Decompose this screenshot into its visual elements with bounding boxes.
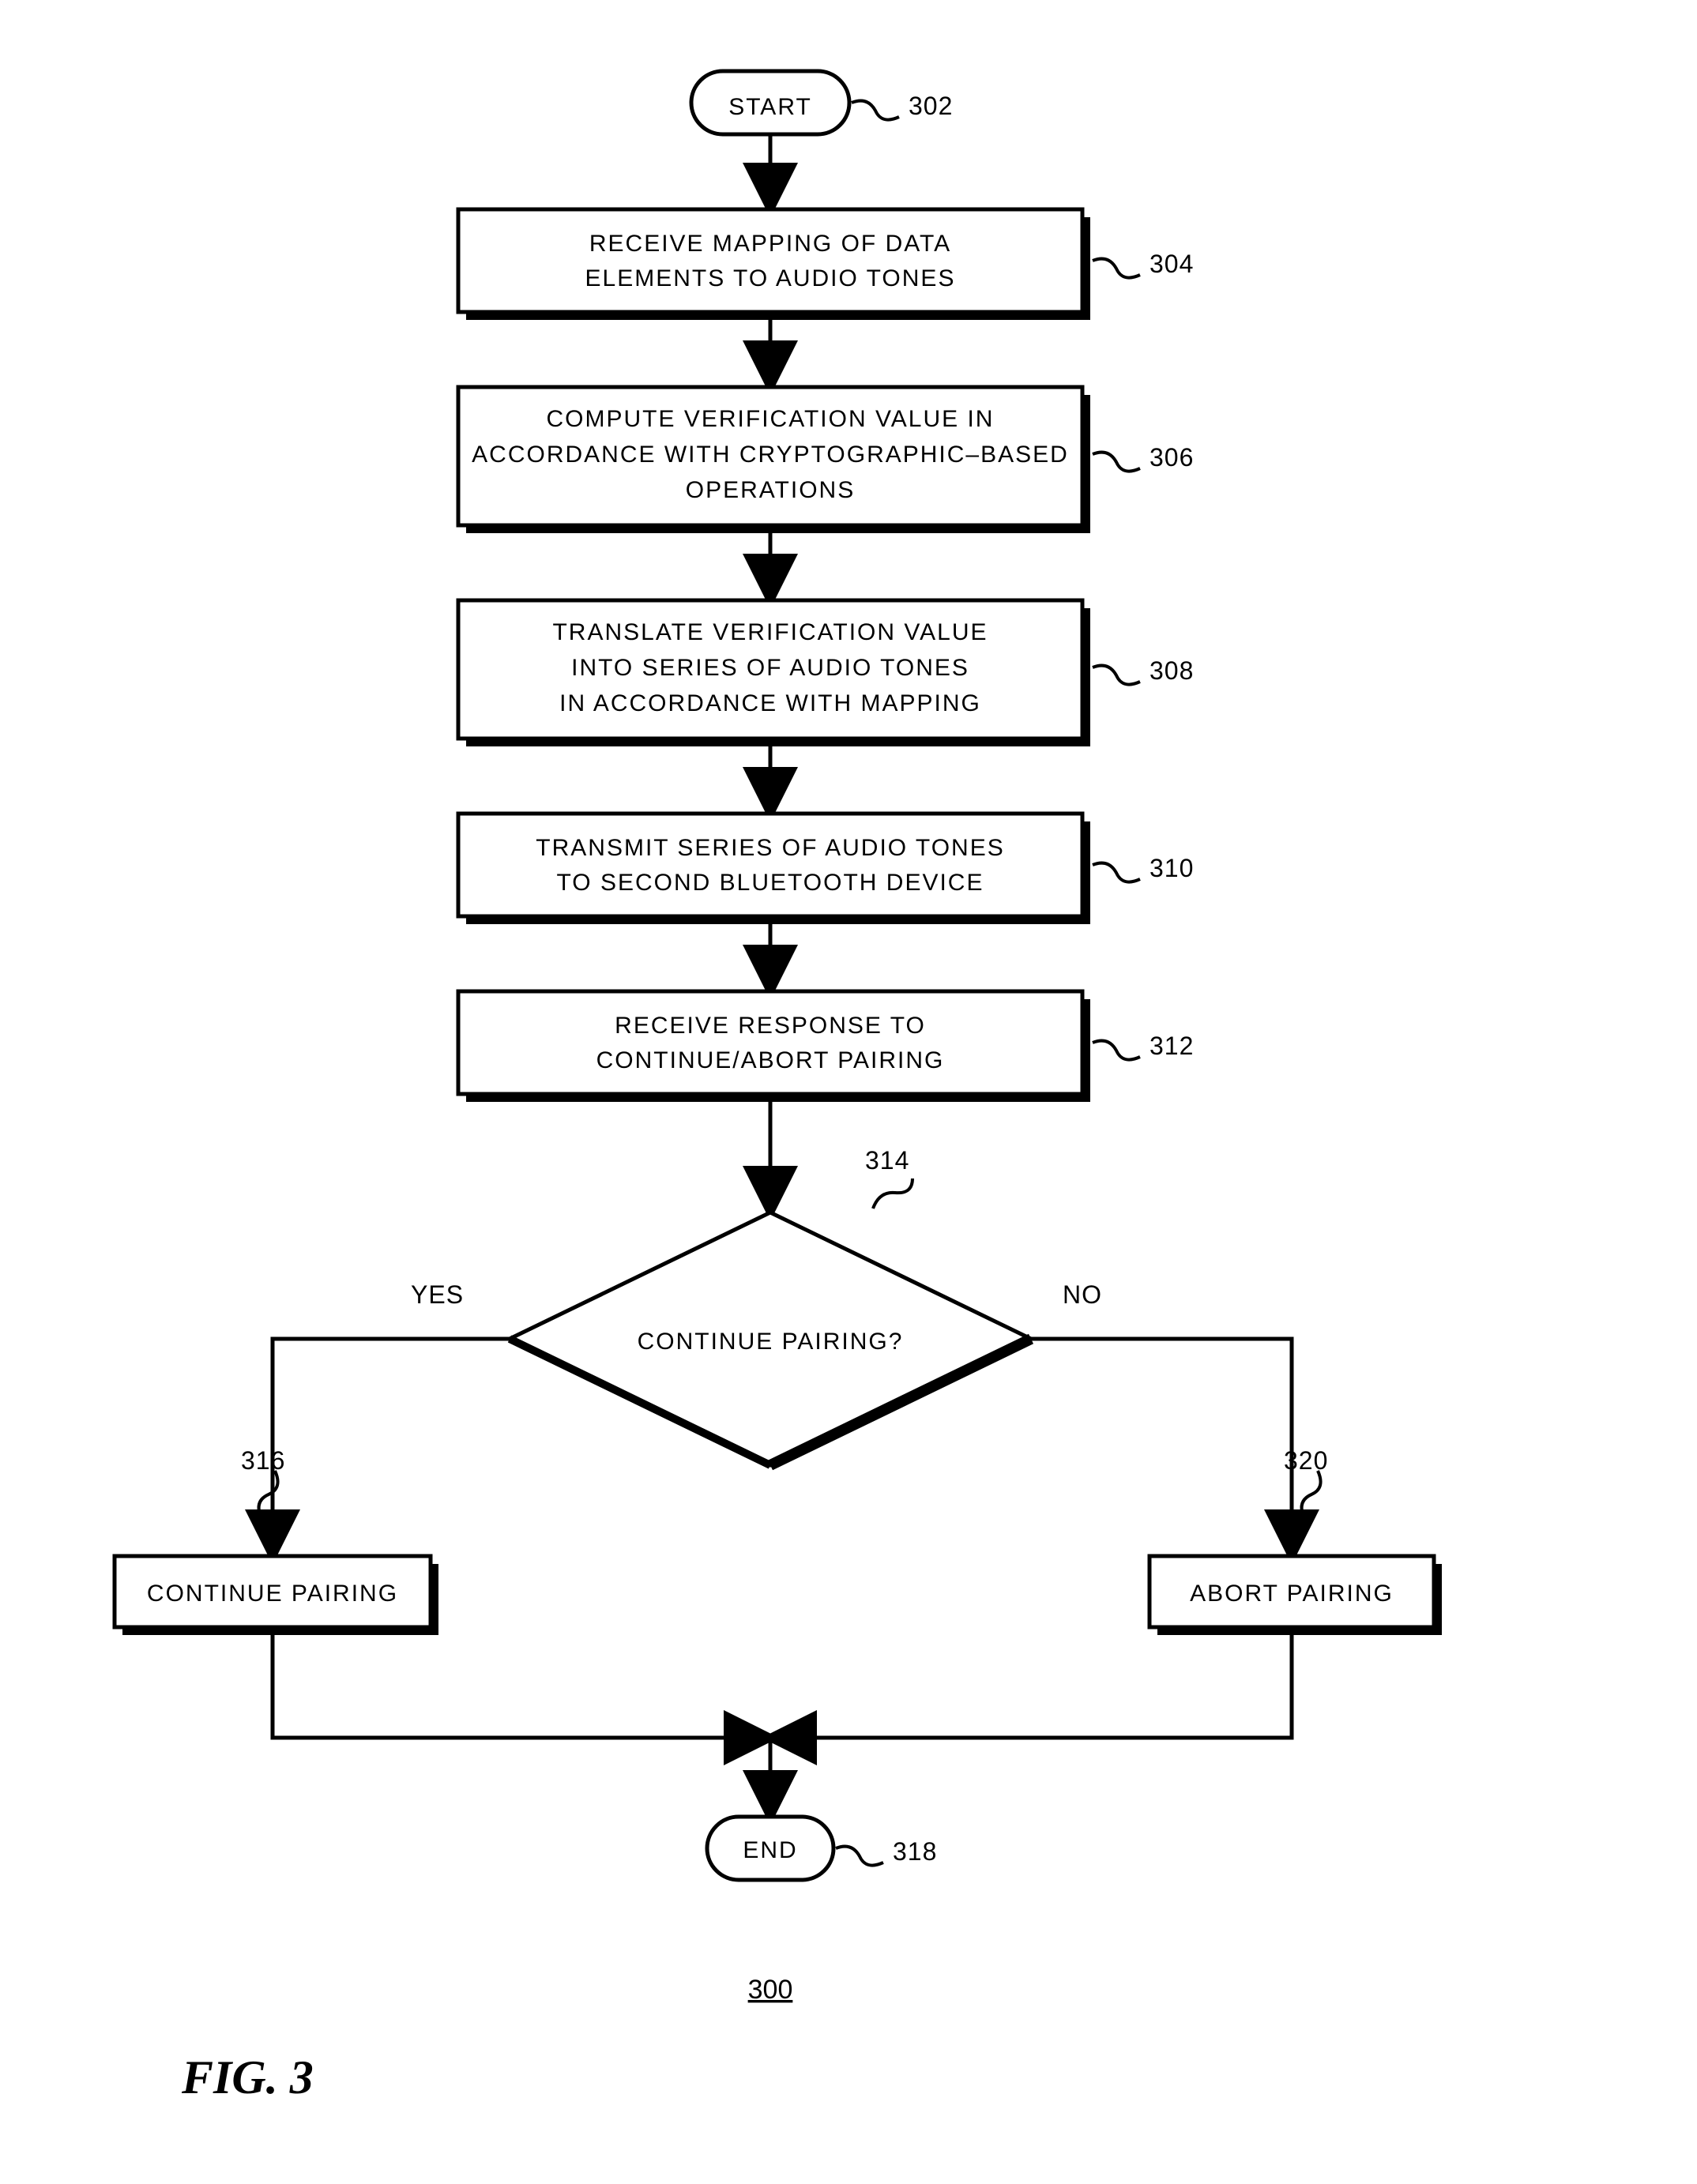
process-320: ABORT PAIRING [1150, 1556, 1442, 1635]
ref-318: 318 [893, 1837, 937, 1866]
process-316: CONTINUE PAIRING [115, 1556, 438, 1635]
ref-connector [1093, 453, 1140, 472]
text-line: TRANSMIT SERIES OF AUDIO TONES [536, 835, 1004, 861]
process-310: TRANSMIT SERIES OF AUDIO TONES TO SECOND… [458, 814, 1090, 924]
text-line: INTO SERIES OF AUDIO TONES [571, 655, 969, 681]
ref-connector [836, 1847, 883, 1866]
end-label: END [743, 1837, 797, 1863]
ref-320: 320 [1284, 1446, 1328, 1475]
ref-312: 312 [1150, 1032, 1194, 1060]
text-line: TRANSLATE VERIFICATION VALUE [552, 619, 988, 645]
process-304: RECEIVE MAPPING OF DATA ELEMENTS TO AUDI… [458, 209, 1090, 320]
end-node: END [707, 1817, 833, 1880]
ref-connector [852, 101, 899, 120]
ref-connector [1093, 863, 1140, 882]
text-line: RECEIVE RESPONSE TO [615, 1013, 926, 1039]
ref-connector [259, 1471, 278, 1517]
ref-connector [1093, 259, 1140, 278]
text-line: ABORT PAIRING [1190, 1581, 1394, 1607]
ref-310: 310 [1150, 854, 1194, 882]
ref-connector [1093, 1041, 1140, 1060]
decision-314: CONTINUE PAIRING? [510, 1212, 1031, 1465]
ref-316: 316 [241, 1446, 285, 1475]
edge-no [1031, 1339, 1292, 1548]
ref-connector [1093, 666, 1140, 685]
ref-connector [1302, 1471, 1321, 1517]
text-line: RECEIVE MAPPING OF DATA [589, 231, 951, 257]
edge [778, 1627, 1292, 1738]
text-line: OPERATIONS [686, 477, 855, 503]
text-line: CONTINUE/ABORT PAIRING [596, 1047, 945, 1073]
ref-306: 306 [1150, 443, 1194, 472]
text-line: ACCORDANCE WITH CRYPTOGRAPHIC–BASED [472, 442, 1069, 468]
text-line: CONTINUE PAIRING [147, 1581, 398, 1607]
ref-connector [873, 1178, 912, 1209]
text-line: TO SECOND BLUETOOTH DEVICE [557, 870, 984, 896]
process-306: COMPUTE VERIFICATION VALUE IN ACCORDANCE… [458, 387, 1090, 533]
decision-label: CONTINUE PAIRING? [638, 1329, 904, 1355]
figure-number: 300 [748, 1975, 793, 2005]
text-line: IN ACCORDANCE WITH MAPPING [559, 690, 981, 716]
yes-label: YES [411, 1280, 464, 1309]
ref-308: 308 [1150, 656, 1194, 685]
flowchart-figure: START 302 RECEIVE MAPPING OF DATA ELEMEN… [0, 0, 1697, 2184]
text-line: ELEMENTS TO AUDIO TONES [585, 265, 956, 291]
no-label: NO [1063, 1280, 1102, 1309]
process-312: RECEIVE RESPONSE TO CONTINUE/ABORT PAIRI… [458, 991, 1090, 1102]
edge [273, 1627, 762, 1738]
start-node: START [691, 71, 849, 134]
figure-title: FIG. 3 [181, 2051, 314, 2103]
process-308: TRANSLATE VERIFICATION VALUE INTO SERIES… [458, 600, 1090, 746]
ref-314: 314 [865, 1146, 909, 1175]
ref-304: 304 [1150, 250, 1194, 278]
ref-302: 302 [909, 92, 953, 120]
start-label: START [728, 94, 812, 120]
text-line: COMPUTE VERIFICATION VALUE IN [547, 406, 995, 432]
edge-yes [273, 1339, 510, 1548]
